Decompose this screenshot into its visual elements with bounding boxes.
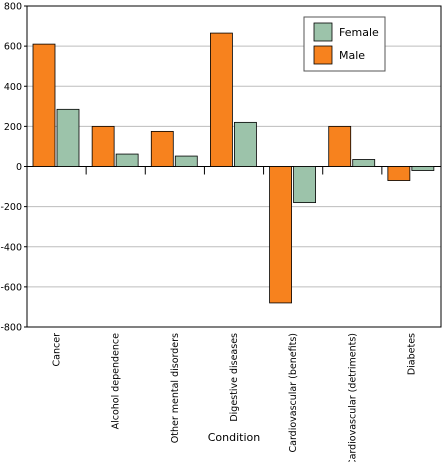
bar-male xyxy=(32,43,56,167)
y-tick-label: -600 xyxy=(0,282,22,293)
x-tick-label: Cardiovascular (benefits) xyxy=(288,333,299,453)
bar-male xyxy=(91,125,115,167)
bar-female xyxy=(352,159,376,167)
y-tick-label: -200 xyxy=(0,202,22,213)
bar-female xyxy=(115,153,139,167)
bar-male xyxy=(328,125,352,167)
legend-swatch-male xyxy=(313,45,333,65)
gridlines xyxy=(27,45,441,288)
bar-male xyxy=(150,130,174,167)
legend-label-female: Female xyxy=(339,26,379,39)
y-tick-label: -800 xyxy=(0,323,22,334)
legend-swatch-female xyxy=(313,22,333,42)
bar-male xyxy=(269,166,292,304)
legend-label-male: Male xyxy=(339,49,365,62)
legend: Female Male xyxy=(303,16,386,72)
bar-female xyxy=(174,155,198,167)
bar-male xyxy=(387,166,411,181)
x-tick-label: Diabetes xyxy=(406,333,417,375)
x-tick-label: Alcohol dependence xyxy=(111,333,122,430)
x-tick-label: Cardiovascular (detriments) xyxy=(347,333,358,462)
y-tick-label: -400 xyxy=(0,242,22,253)
y-tick-label: 800 xyxy=(4,2,22,13)
bar-female xyxy=(234,121,257,167)
bar-female xyxy=(56,108,80,167)
x-axis-ticks: Cancer Alcohol dependence Other mental dis… xyxy=(52,166,417,462)
y-tick-label: 200 xyxy=(4,122,22,133)
x-axis-title: Condition xyxy=(208,431,261,444)
bar-female xyxy=(293,166,316,204)
x-tick-label: Other mental disorders xyxy=(170,333,181,443)
y-tick-label: 400 xyxy=(4,82,22,93)
bar-female xyxy=(411,166,435,171)
bar-male xyxy=(210,32,233,167)
y-axis-ticks: -800 -600 -400 -200 0 200 400 600 800 xyxy=(0,2,27,334)
y-tick-label: 600 xyxy=(4,42,22,53)
bars xyxy=(32,32,435,304)
x-tick-label: Cancer xyxy=(52,333,63,367)
x-tick-label: Digestive diseases xyxy=(229,333,240,422)
y-tick-label: 0 xyxy=(16,162,22,173)
